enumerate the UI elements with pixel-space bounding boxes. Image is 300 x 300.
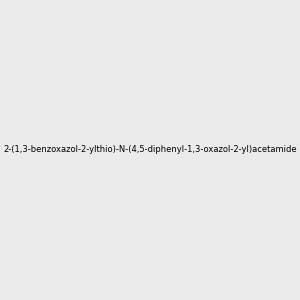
Text: 2-(1,3-benzoxazol-2-ylthio)-N-(4,5-diphenyl-1,3-oxazol-2-yl)acetamide: 2-(1,3-benzoxazol-2-ylthio)-N-(4,5-diphe… [3, 146, 297, 154]
